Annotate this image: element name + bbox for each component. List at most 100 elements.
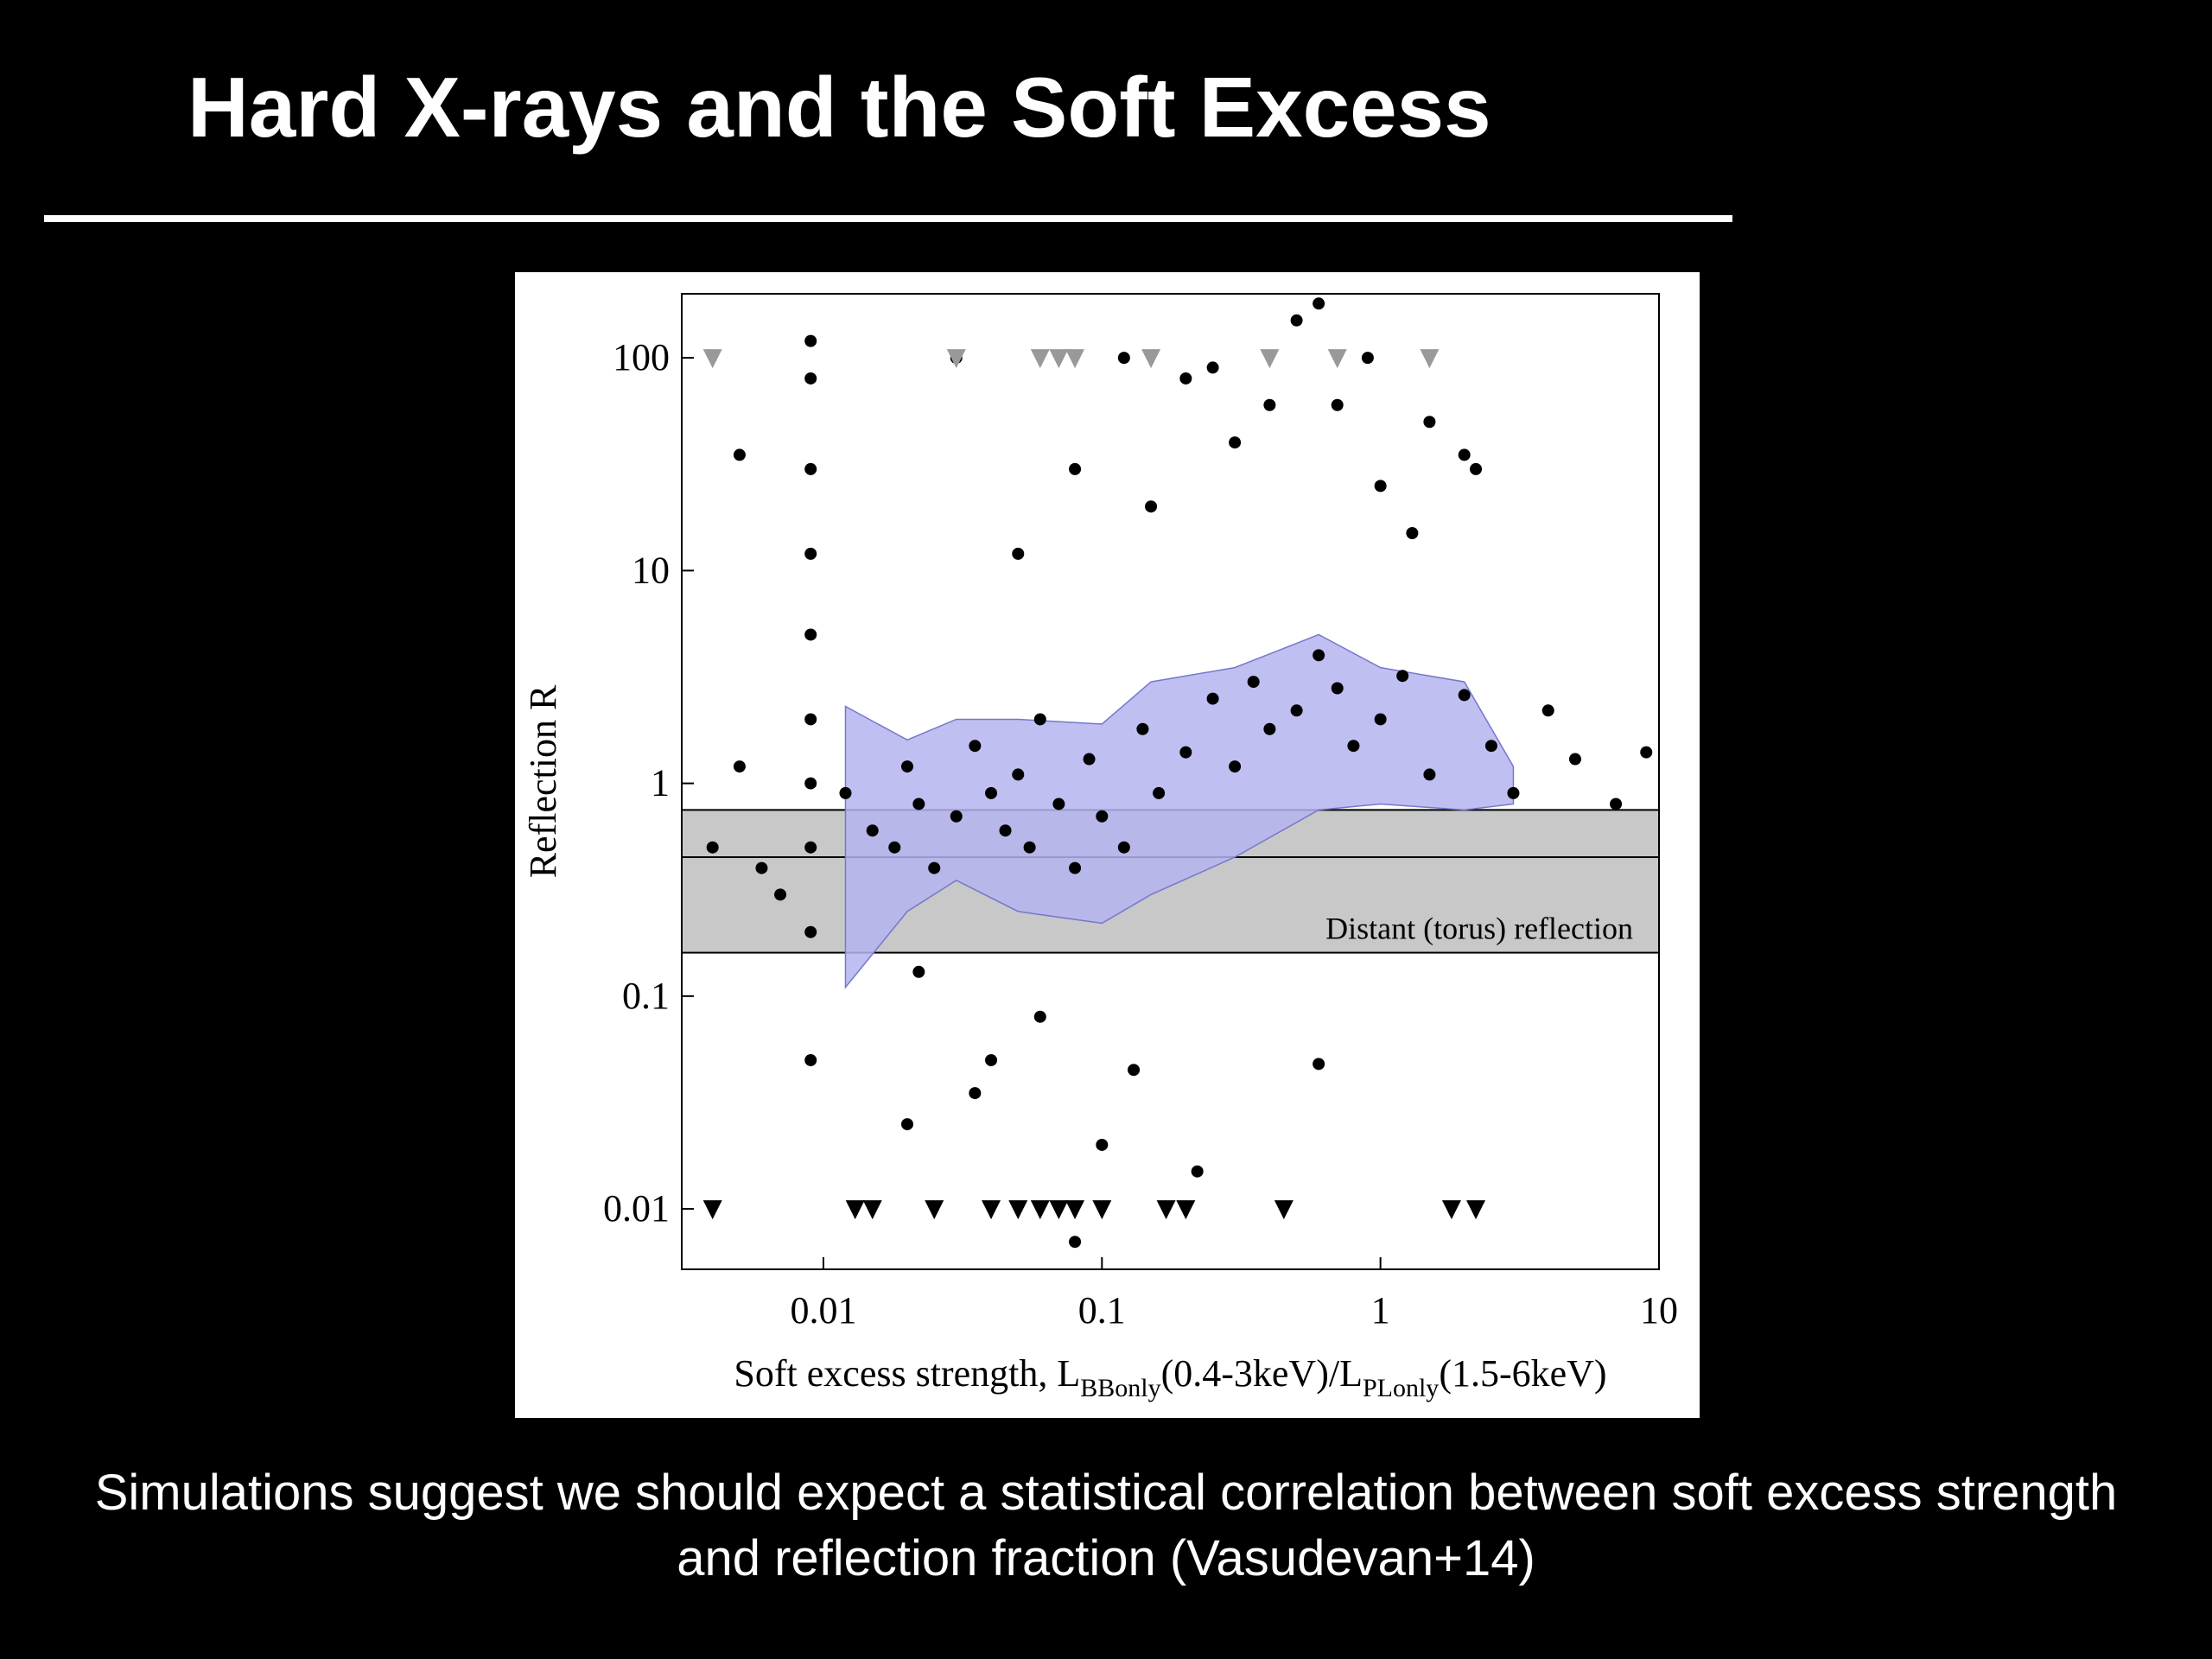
data-point [928,861,941,874]
data-point [1117,841,1130,854]
data-point [1541,704,1554,717]
upper-limit [946,349,966,369]
data-point [1179,372,1192,385]
data-point [1206,361,1219,374]
data-point [1640,746,1653,759]
y-axis-label: Reflection R [522,684,564,878]
upper-limit [1049,349,1069,369]
data-point [1313,649,1325,662]
data-point [1033,1010,1046,1023]
data-point [1096,1138,1109,1151]
data-point [1331,398,1344,411]
band-label: Distant (torus) reflection [1325,912,1633,946]
data-point [1406,527,1419,540]
x-axis-label: Soft excess strength, LBBonly(0.4-3keV)/… [734,1352,1606,1402]
data-point [1347,740,1360,753]
data-point [1069,861,1082,874]
x-axis-label-part: (0.4-3keV)/L [1161,1352,1363,1395]
data-point [733,448,746,461]
data-point [1458,448,1471,461]
data-point [969,1087,982,1100]
data-point [912,965,925,978]
x-tick-label: 0.01 [790,1289,856,1332]
data-point [804,925,817,938]
data-point [1128,1064,1141,1077]
data-point [804,777,817,790]
data-point [804,1053,817,1066]
upper-limit [1008,1200,1028,1220]
data-point [1117,352,1130,365]
upper-limit [845,1200,865,1220]
data-point [1568,753,1581,766]
upper-limit [1327,349,1347,369]
x-axis-label-part: PLonly [1363,1374,1439,1402]
upper-limit [1176,1200,1196,1220]
data-point [1033,713,1046,726]
data-point [866,824,879,837]
data-point [1290,704,1303,717]
upper-limit [702,1200,722,1220]
data-point [839,786,852,799]
data-point [774,888,787,901]
data-point [1145,500,1158,513]
simulation-area [844,633,1515,989]
data-point [1069,462,1082,475]
data-point [1012,768,1025,781]
data-point [733,760,746,773]
caption-box: Simulations suggest we should expect a s… [94,1465,2118,1586]
x-tick-label: 1 [1371,1289,1390,1332]
data-point [1229,436,1242,449]
data-point [1507,786,1520,799]
plot-area [682,297,1659,1249]
data-point [1052,798,1065,810]
data-point [1263,398,1276,411]
data-point [1191,1165,1204,1178]
upper-limit [1441,1200,1461,1220]
caption: Simulations suggest we should expect a s… [94,1465,2118,1586]
upper-limit [862,1200,882,1220]
upper-limit [1260,349,1280,369]
data-point [804,547,817,560]
data-point [1610,798,1623,810]
data-point [900,1118,913,1131]
data-point [1229,760,1242,773]
data-point [950,810,963,823]
upper-limit [1065,349,1085,369]
data-point [1247,676,1260,689]
data-point [1069,1236,1082,1249]
data-point [1096,810,1109,823]
data-point [1290,314,1303,327]
slide-title: Hard X-rays and the Soft Excess [188,60,1491,155]
data-point [969,740,982,753]
data-point [888,841,901,854]
data-point [1374,480,1387,493]
data-point [1458,689,1471,702]
upper-limit [1420,349,1440,369]
upper-limit [1274,1200,1294,1220]
data-point [1313,297,1325,310]
y-tick-label: 10 [632,549,670,591]
data-point [1313,1058,1325,1071]
upper-limit [1049,1200,1069,1220]
data-point [1374,713,1387,726]
data-point [1423,768,1436,781]
y-tick-label: 0.1 [622,975,670,1017]
data-point [804,713,817,726]
x-axis-label-part: BBonly [1080,1374,1160,1402]
data-point [1423,416,1436,429]
data-point [1179,746,1192,759]
upper-limit [1030,1200,1050,1220]
data-point [1263,722,1276,735]
title-rule [44,215,1732,222]
data-point [755,861,768,874]
x-axis-label-part: (1.5-6keV) [1439,1352,1606,1395]
y-tick-label: 1 [651,762,670,804]
data-point [1153,786,1166,799]
y-tick-label: 100 [613,336,670,378]
upper-limit [1156,1200,1176,1220]
data-point [900,760,913,773]
data-point [804,628,817,641]
data-point [999,824,1012,837]
data-point [985,1053,998,1066]
